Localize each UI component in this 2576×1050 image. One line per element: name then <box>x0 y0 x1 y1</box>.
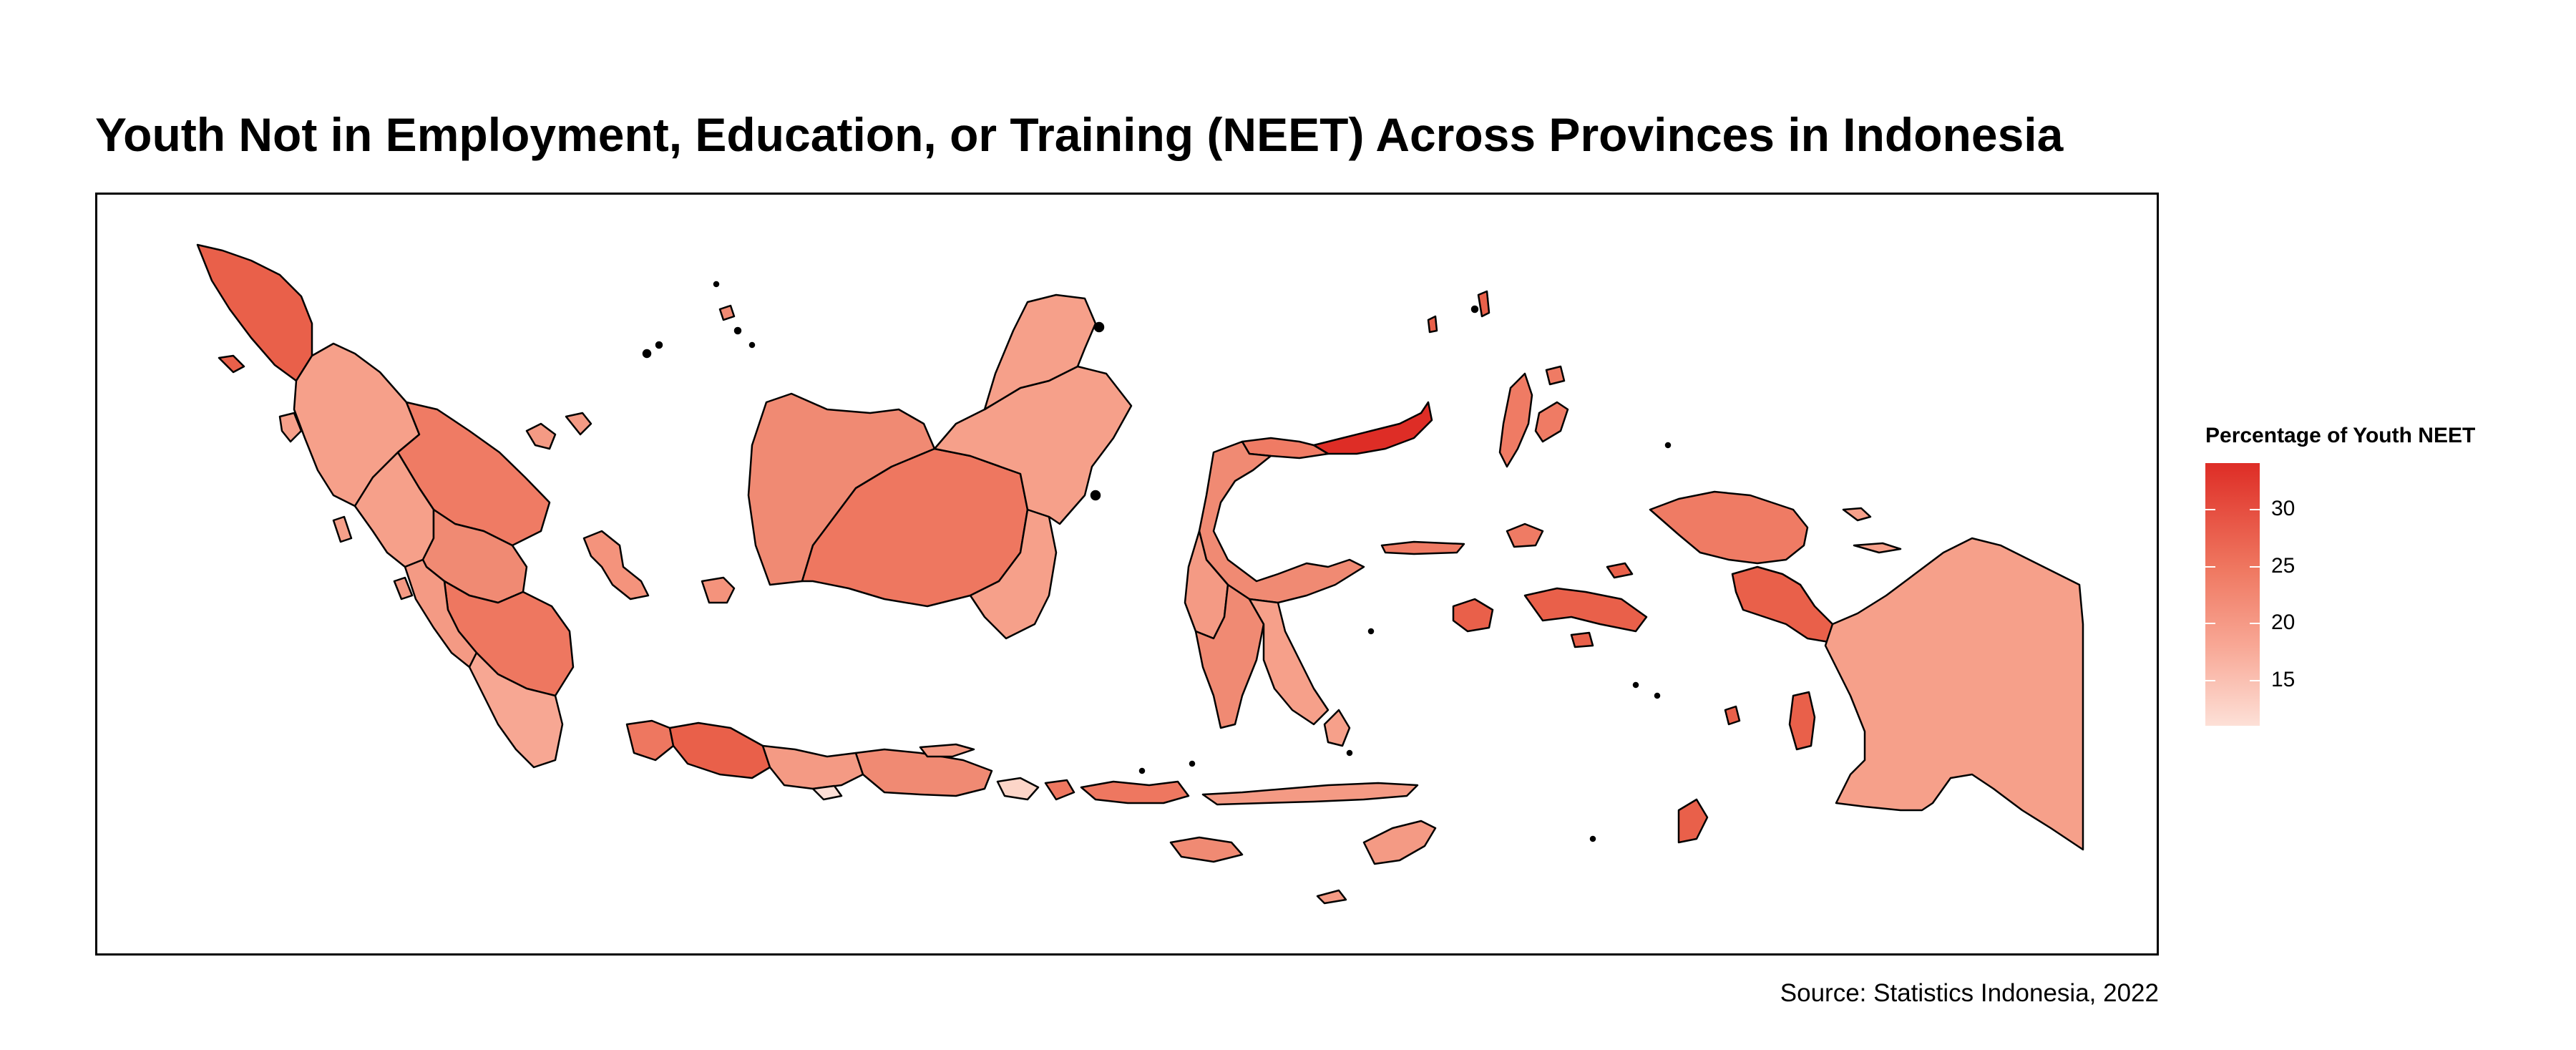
province-aceh <box>196 243 313 382</box>
province-papua-barat-daya <box>1649 490 1809 565</box>
sumatra-west-island-2 <box>332 515 353 543</box>
island-dot <box>1138 767 1146 774</box>
province-sulawesi-selatan <box>1194 583 1265 729</box>
island-dot <box>1090 490 1101 501</box>
papua-yapen <box>1853 542 1902 554</box>
province-jawa-barat <box>668 721 771 779</box>
island-dot <box>1189 760 1196 767</box>
province-sulawesi-tengah <box>1198 440 1365 604</box>
island-dot <box>1654 692 1661 699</box>
island-dot <box>1346 749 1353 757</box>
province-maluku-seram <box>1523 587 1648 633</box>
legend-tick-label: 30 <box>2271 496 2296 520</box>
maluku-ambon <box>1570 631 1594 648</box>
province-bali <box>996 777 1040 801</box>
maluku-sula <box>1380 540 1465 555</box>
province-bengkulu <box>404 558 478 669</box>
bangka-belitung-island <box>701 576 736 604</box>
province-maluku-utara-halmahera <box>1498 372 1533 468</box>
province-ntt-sumba <box>1169 836 1244 863</box>
maluku-kei <box>1724 705 1741 726</box>
madura <box>919 743 975 758</box>
maluku-aru <box>1788 691 1816 751</box>
province-ntt-rote <box>1316 889 1347 905</box>
province-jawa-tengah <box>761 744 864 790</box>
island-dot <box>733 326 742 335</box>
sumatra <box>196 243 736 769</box>
sumatra-west-island-1 <box>278 412 303 443</box>
legend-tick-label: 20 <box>2271 611 2296 635</box>
province-banten <box>625 719 675 762</box>
province-maluku-buru <box>1452 598 1494 633</box>
province-kalimantan-selatan <box>969 508 1058 640</box>
island-north-3 <box>1427 315 1438 334</box>
island-dot <box>1470 305 1479 313</box>
province-maluku-utara-south <box>1506 522 1544 548</box>
province-kalimantan-utara <box>983 293 1097 411</box>
chart-title: Youth Not in Employment, Education, or T… <box>95 108 2064 161</box>
nusa-tenggara <box>1044 779 1437 905</box>
island-dot <box>1664 442 1672 449</box>
sumatra-west-island-3 <box>393 576 414 601</box>
maluku-tanimbar <box>1677 798 1709 844</box>
legend-color-bar <box>2205 463 2260 726</box>
province-ntt-flores <box>1201 782 1419 806</box>
indonesia-map <box>196 243 2084 905</box>
province-jawa-timur <box>854 748 993 797</box>
legend-tick-label: 25 <box>2271 553 2296 578</box>
island-dot <box>642 349 652 359</box>
island-dot <box>713 281 720 288</box>
province-papua <box>1824 537 2084 851</box>
kalimantan <box>747 293 1133 640</box>
papua <box>1649 490 2084 851</box>
island-dot <box>1093 321 1105 333</box>
papua-biak <box>1842 507 1872 522</box>
island-dot <box>1589 835 1596 842</box>
province-diy <box>811 784 843 801</box>
province-maluku-utara-east <box>1534 401 1569 443</box>
province-papua-barat <box>1731 565 1834 643</box>
maluku-banda <box>1606 562 1634 579</box>
province-kepulauan-riau-isl2 <box>565 412 592 436</box>
sulawesi-tenggara-island <box>1323 709 1351 747</box>
island-dot <box>655 341 663 349</box>
island-dot <box>1632 681 1639 689</box>
province-ntt-timor <box>1362 820 1437 865</box>
java <box>625 719 1040 801</box>
source-caption: Source: Statistics Indonesia, 2022 <box>1780 979 2159 1007</box>
island-dot <box>1367 628 1375 635</box>
map-panel <box>95 193 2159 956</box>
legend-tick-label: 15 <box>2271 668 2296 692</box>
legend: Percentage of Youth NEET 30 25 20 15 <box>2205 424 2534 731</box>
province-sulawesi-tenggara <box>1248 598 1330 726</box>
sulawesi <box>1184 401 1433 747</box>
island-north-2 <box>1477 290 1491 318</box>
island-dot <box>748 341 756 349</box>
province-bangka-belitung <box>582 530 650 601</box>
province-maluku-utara-north <box>1545 365 1566 386</box>
province-sulawesi-utara <box>1312 401 1433 455</box>
aceh-island <box>218 354 245 374</box>
island-north-1 <box>718 304 736 321</box>
province-lampung <box>468 651 564 769</box>
province-ntb-lombok <box>1044 779 1075 801</box>
legend-title: Percentage of Youth NEET <box>2205 424 2476 447</box>
province-ntb-sumbawa <box>1080 780 1190 804</box>
province-kepulauan-riau-isl1 <box>525 422 557 450</box>
maluku <box>1380 365 1816 844</box>
